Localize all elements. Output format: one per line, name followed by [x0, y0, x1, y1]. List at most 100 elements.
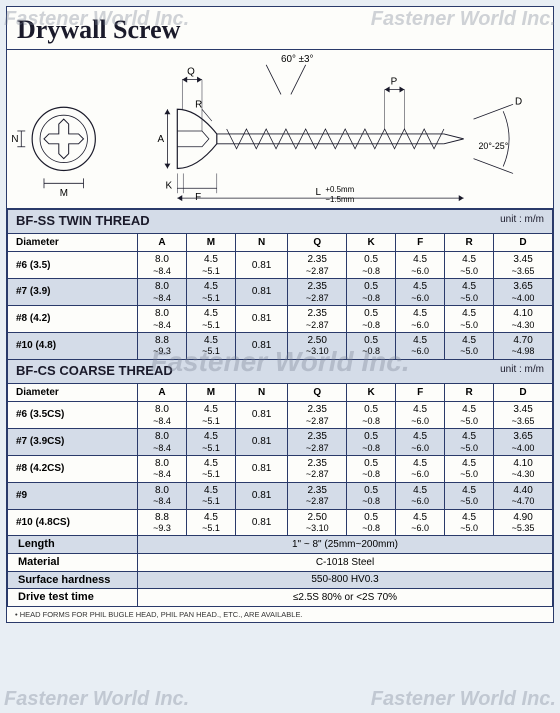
- svg-text:A: A: [158, 134, 165, 145]
- svg-text:20°-25°: 20°-25°: [478, 141, 508, 151]
- spec-cell: 0.5~0.8: [347, 306, 396, 333]
- diameter-cell: #6 (3.5): [8, 252, 138, 279]
- column-header: R: [445, 233, 494, 252]
- spec-cell: 4.40~4.70: [494, 482, 553, 509]
- spec-cell: 4.5~5.0: [445, 482, 494, 509]
- spec-cell: 2.50~3.10: [288, 332, 347, 359]
- spec-cell: 0.81: [235, 332, 287, 359]
- spec-cell: 4.5~5.1: [186, 455, 235, 482]
- info-value: 550-800 HV0.3: [138, 571, 553, 589]
- column-header: A: [138, 233, 187, 252]
- column-header: D: [494, 383, 553, 402]
- spec-cell: 3.65~4.00: [494, 429, 553, 456]
- info-label: Drive test time: [8, 589, 138, 607]
- spec-cell: 2.50~3.10: [288, 509, 347, 536]
- spec-cell: 0.81: [235, 455, 287, 482]
- column-header: Q: [288, 233, 347, 252]
- spec-cell: 4.5~5.1: [186, 306, 235, 333]
- spec-cell: 8.0~8.4: [138, 306, 187, 333]
- spec-cell: 4.5~5.0: [445, 252, 494, 279]
- spec-cell: 2.35~2.87: [288, 252, 347, 279]
- spec-cell: 0.5~0.8: [347, 402, 396, 429]
- spec-cell: 4.5~6.0: [396, 306, 445, 333]
- spec-cell: 0.81: [235, 402, 287, 429]
- diameter-cell: #10 (4.8): [8, 332, 138, 359]
- svg-text:−1.5mm: −1.5mm: [325, 195, 354, 204]
- spec-cell: 4.5~5.1: [186, 482, 235, 509]
- spec-table: BF-SS TWIN THREADunit : m/mDiameterAMNQK…: [7, 209, 553, 607]
- column-header: M: [186, 233, 235, 252]
- spec-cell: 4.5~6.0: [396, 455, 445, 482]
- spec-cell: 8.8~9.3: [138, 332, 187, 359]
- watermark: Fastener World Inc.: [4, 688, 189, 711]
- spec-cell: 4.5~6.0: [396, 332, 445, 359]
- spec-cell: 8.0~8.4: [138, 455, 187, 482]
- svg-text:L: L: [316, 187, 322, 198]
- watermark: Fastener World Inc.: [371, 688, 556, 711]
- column-header: Diameter: [8, 383, 138, 402]
- spec-cell: 3.65~4.00: [494, 279, 553, 306]
- spec-cell: 0.5~0.8: [347, 455, 396, 482]
- spec-cell: 8.0~8.4: [138, 482, 187, 509]
- spec-cell: 0.81: [235, 429, 287, 456]
- spec-cell: 2.35~2.87: [288, 482, 347, 509]
- column-header: A: [138, 383, 187, 402]
- column-header: F: [396, 233, 445, 252]
- diameter-cell: #7 (3.9CS): [8, 429, 138, 456]
- spec-cell: 4.10~4.30: [494, 306, 553, 333]
- spec-cell: 0.5~0.8: [347, 252, 396, 279]
- spec-cell: 8.8~9.3: [138, 509, 187, 536]
- spec-cell: 4.5~5.1: [186, 429, 235, 456]
- spec-cell: 0.5~0.8: [347, 482, 396, 509]
- spec-cell: 4.5~5.1: [186, 279, 235, 306]
- spec-cell: 2.35~2.87: [288, 279, 347, 306]
- spec-cell: 8.0~8.4: [138, 252, 187, 279]
- spec-cell: 2.35~2.87: [288, 429, 347, 456]
- svg-text:+0.5mm: +0.5mm: [325, 185, 354, 194]
- spec-cell: 4.5~6.0: [396, 482, 445, 509]
- spec-cell: 4.5~5.1: [186, 402, 235, 429]
- spec-cell: 0.81: [235, 482, 287, 509]
- screw-diagram: N M: [7, 49, 553, 209]
- spec-cell: 4.5~5.0: [445, 306, 494, 333]
- spec-cell: 4.5~6.0: [396, 279, 445, 306]
- spec-cell: 4.5~5.1: [186, 509, 235, 536]
- spec-cell: 0.5~0.8: [347, 509, 396, 536]
- spec-cell: 4.5~5.0: [445, 429, 494, 456]
- spec-cell: 8.0~8.4: [138, 279, 187, 306]
- spec-cell: 0.5~0.8: [347, 332, 396, 359]
- spec-cell: 0.5~0.8: [347, 279, 396, 306]
- svg-text:R: R: [195, 99, 202, 110]
- spec-cell: 4.5~5.0: [445, 455, 494, 482]
- column-header: F: [396, 383, 445, 402]
- diameter-cell: #8 (4.2): [8, 306, 138, 333]
- column-header: N: [235, 233, 287, 252]
- diameter-cell: #9: [8, 482, 138, 509]
- info-value: 1" ~ 8" (25mm~200mm): [138, 536, 553, 554]
- column-header: K: [347, 383, 396, 402]
- spec-cell: 8.0~8.4: [138, 429, 187, 456]
- spec-cell: 0.81: [235, 306, 287, 333]
- diameter-cell: #10 (4.8CS): [8, 509, 138, 536]
- spec-cell: 4.10~4.30: [494, 455, 553, 482]
- spec-cell: 0.81: [235, 252, 287, 279]
- spec-cell: 4.5~5.0: [445, 509, 494, 536]
- spec-cell: 0.81: [235, 509, 287, 536]
- spec-cell: 2.35~2.87: [288, 306, 347, 333]
- spec-cell: 4.5~6.0: [396, 252, 445, 279]
- info-value: C-1018 Steel: [138, 554, 553, 572]
- svg-text:M: M: [60, 188, 68, 199]
- spec-cell: 4.5~6.0: [396, 402, 445, 429]
- svg-text:N: N: [11, 134, 18, 145]
- diameter-cell: #8 (4.2CS): [8, 455, 138, 482]
- section-header: BF-SS TWIN THREADunit : m/m: [8, 210, 553, 234]
- spec-cell: 0.5~0.8: [347, 429, 396, 456]
- column-header: Diameter: [8, 233, 138, 252]
- svg-text:K: K: [165, 180, 172, 191]
- diameter-cell: #6 (3.5CS): [8, 402, 138, 429]
- column-header: K: [347, 233, 396, 252]
- svg-text:Q: Q: [187, 67, 195, 78]
- info-value: ≤2.5S 80% or <2S 70%: [138, 589, 553, 607]
- spec-cell: 4.5~5.0: [445, 332, 494, 359]
- info-label: Material: [8, 554, 138, 572]
